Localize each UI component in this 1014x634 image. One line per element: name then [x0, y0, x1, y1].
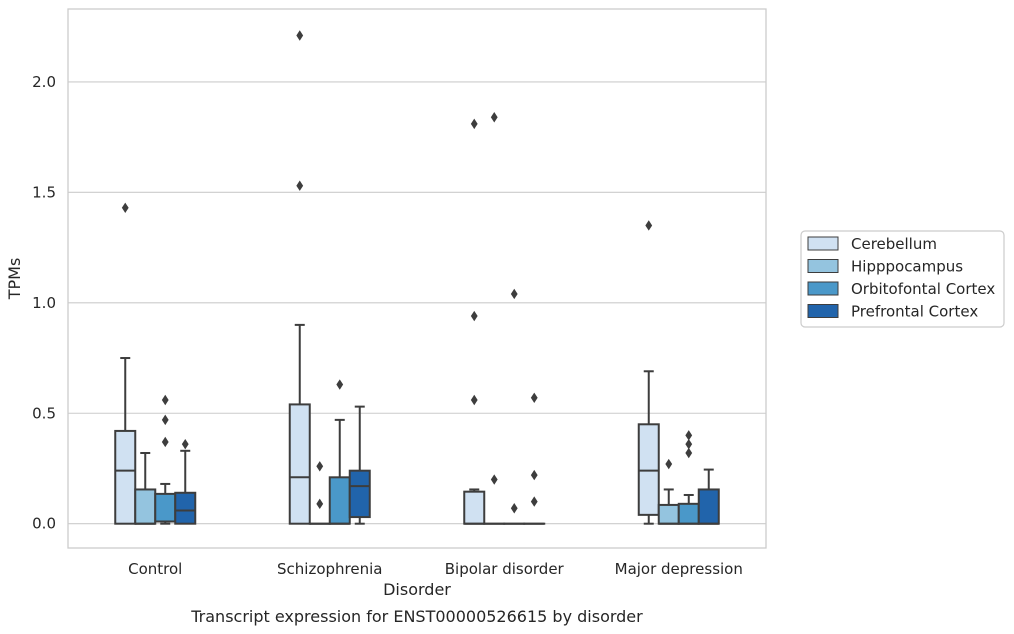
box-orbitofontal-cortex — [328, 379, 351, 525]
x-tick-label: Schizophrenia — [277, 560, 382, 578]
box-body — [134, 488, 157, 525]
box-body — [174, 491, 197, 525]
x-tick-labels: Control Schizophrenia Bipolar disorder Majo… — [128, 560, 743, 578]
outlier-point — [530, 496, 538, 507]
outlier-point — [685, 430, 693, 441]
box-body — [154, 492, 177, 523]
plot-frame — [67, 8, 767, 549]
legend: Cerebellum Hipppocampus Orbitofontal Corte… — [800, 230, 1005, 328]
legend-swatch — [807, 281, 839, 296]
box-orbitofontal-cortex — [503, 288, 526, 525]
outlier-point — [121, 202, 129, 214]
y-tick-labels: 0.0 0.5 1.0 1.5 2.0 — [32, 73, 56, 533]
outlier-point — [510, 288, 518, 300]
box-body — [677, 502, 700, 525]
outlier-point — [685, 438, 693, 450]
outlier-point — [470, 310, 478, 322]
y-tick-label: 0.5 — [32, 404, 56, 422]
outlier-point — [490, 112, 498, 123]
box-hipppocampus — [308, 461, 331, 525]
legend-label: Hipppocampus — [851, 258, 963, 276]
box-body — [348, 469, 371, 519]
outlier-point — [296, 180, 304, 191]
box-prefrontal-cortex — [697, 468, 720, 525]
y-tick-label: 0.0 — [32, 515, 56, 533]
y-axis-label: TPMs — [5, 258, 24, 301]
outlier-point — [470, 118, 478, 130]
box-body — [637, 423, 660, 516]
box-body — [328, 476, 351, 525]
outlier-point — [530, 469, 538, 481]
legend-swatch — [807, 236, 839, 251]
outlier-point — [665, 458, 673, 470]
outlier-point — [181, 438, 189, 450]
y-tick-label: 1.5 — [32, 183, 56, 201]
legend-label: Prefrontal Cortex — [851, 303, 978, 321]
box-cerebellum — [637, 220, 660, 525]
gridlines — [68, 81, 766, 525]
chart-caption: Transcript expression for ENST0000052661… — [190, 607, 643, 626]
box-orbitofontal-cortex — [154, 394, 177, 525]
box-hipppocampus — [483, 112, 506, 525]
legend-label: Cerebellum — [851, 235, 937, 253]
box-body — [114, 429, 137, 525]
outlier-point — [161, 394, 169, 406]
box-hipppocampus — [134, 452, 157, 525]
box-prefrontal-cortex — [523, 392, 546, 525]
outlier-point — [685, 447, 693, 459]
box-orbitofontal-cortex — [677, 430, 700, 525]
outlier-point — [530, 392, 538, 403]
outlier-point — [470, 394, 478, 406]
x-tick-label: Control — [128, 560, 182, 578]
outlier-point — [510, 503, 518, 514]
outlier-point — [161, 414, 169, 426]
x-tick-label: Bipolar disorder — [445, 560, 565, 578]
boxes — [114, 30, 720, 525]
box-hipppocampus — [657, 458, 680, 525]
box-body — [697, 488, 720, 525]
legend-label: Orbitofontal Cortex — [851, 280, 995, 298]
x-tick-label: Major depression — [615, 560, 743, 578]
y-tick-label: 1.0 — [32, 294, 56, 312]
box-cerebellum — [288, 30, 311, 525]
box-body — [657, 503, 680, 525]
x-axis-label: Disorder — [383, 580, 451, 599]
legend-swatch — [807, 304, 839, 318]
y-tick-label: 2.0 — [32, 73, 56, 91]
legend-frame — [800, 230, 1005, 328]
outlier-point — [645, 220, 653, 231]
outlier-point — [316, 461, 324, 472]
outlier-point — [336, 379, 344, 390]
outlier-point — [316, 498, 324, 510]
box-cerebellum — [114, 202, 137, 525]
outlier-point — [490, 474, 498, 485]
outlier-point — [161, 436, 169, 448]
box-body — [288, 403, 311, 525]
box-cerebellum — [463, 118, 486, 525]
outlier-point — [296, 30, 304, 41]
box-prefrontal-cortex — [174, 438, 197, 525]
box-body — [463, 490, 486, 525]
box-prefrontal-cortex — [348, 405, 371, 525]
legend-swatch — [807, 259, 839, 273]
